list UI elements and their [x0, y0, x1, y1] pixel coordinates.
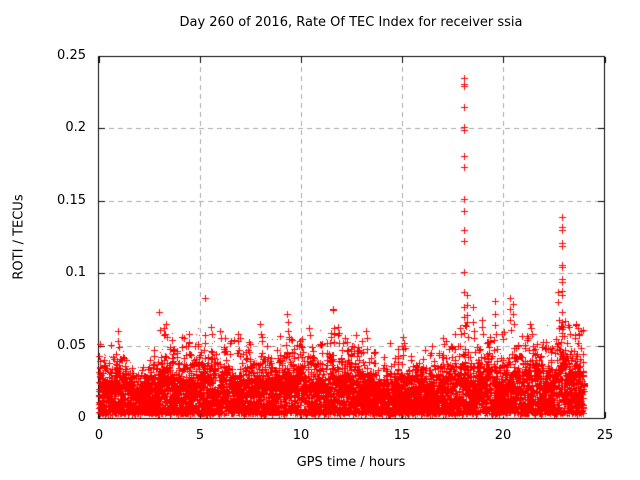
chart-title: Day 260 of 2016, Rate Of TEC Index for r…: [179, 15, 523, 30]
x-tick-label: 15: [393, 428, 411, 443]
x-tick-label: 0: [94, 428, 104, 443]
x-tick-label: 20: [494, 428, 512, 443]
x-axis-label: GPS time / hours: [296, 455, 406, 470]
y-tick-label: 0.25: [57, 48, 86, 63]
y-tick-label: 0.05: [57, 338, 86, 353]
y-axis-label: ROTI / TECUs: [11, 194, 27, 280]
y-tick-label: 0.2: [65, 120, 86, 135]
y-tick-label: 0.15: [57, 193, 86, 208]
x-tick-label: 10: [292, 428, 310, 443]
y-tick-label: 0: [77, 410, 86, 425]
x-tick-label: 5: [195, 428, 205, 443]
x-tick-label: 25: [596, 428, 614, 443]
y-tick-label: 0.1: [65, 265, 86, 280]
